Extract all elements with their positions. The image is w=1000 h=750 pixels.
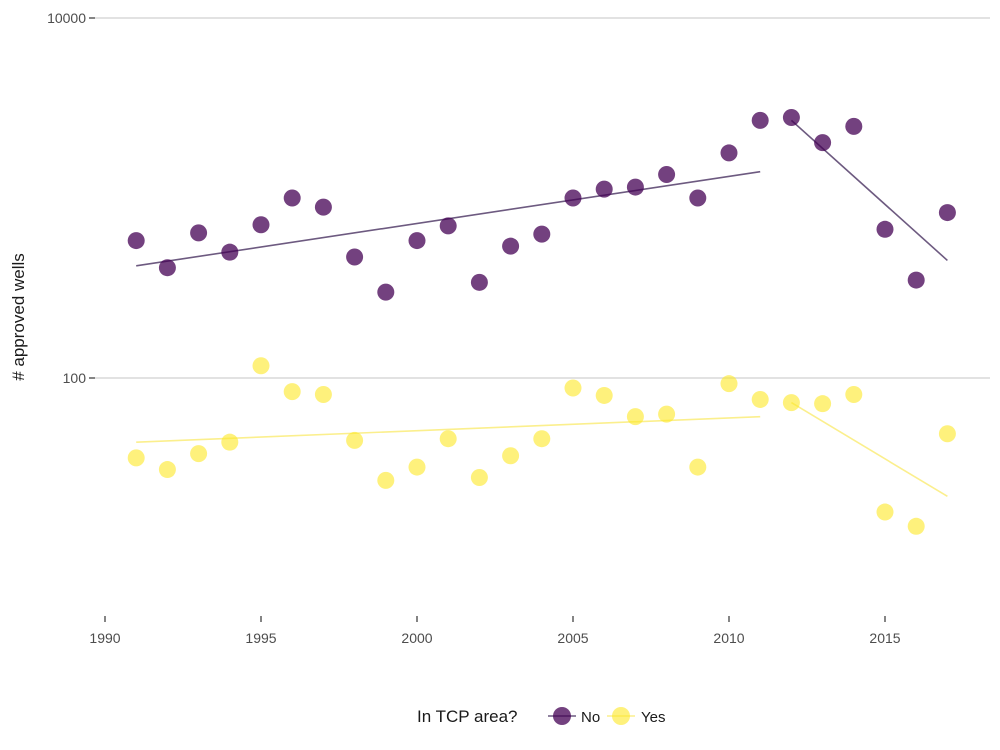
x-tick-label-2000: 2000 <box>401 630 432 646</box>
point-yes-1994 <box>221 433 239 451</box>
data-points <box>127 109 956 535</box>
point-yes-2011 <box>751 390 769 408</box>
grid <box>95 17 990 379</box>
point-yes-2014 <box>845 385 863 403</box>
x-tick-label-2010: 2010 <box>713 630 744 646</box>
y-tick-label-100: 100 <box>63 370 87 386</box>
point-no-1993 <box>190 224 208 242</box>
point-no-2001 <box>439 217 457 235</box>
point-yes-2001 <box>439 430 457 448</box>
y-axis-ticks: 100 10000 <box>47 10 95 386</box>
point-no-2013 <box>814 134 832 152</box>
point-yes-2005 <box>564 379 582 397</box>
trend-line-yes-1 <box>136 415 761 443</box>
point-yes-2015 <box>876 503 894 521</box>
point-no-1991 <box>127 232 145 250</box>
legend-key-no <box>548 707 576 725</box>
point-yes-2002 <box>470 469 488 487</box>
point-no-1998 <box>346 248 364 266</box>
point-no-2002 <box>470 273 488 291</box>
point-no-1994 <box>221 243 239 261</box>
y-axis-title: # approved wells <box>9 253 28 381</box>
point-yes-2013 <box>814 395 832 413</box>
point-yes-1998 <box>346 431 364 449</box>
legend-label-yes: Yes <box>641 709 665 726</box>
point-yes-2006 <box>595 386 613 404</box>
legend-label-no: No <box>581 709 600 726</box>
point-no-1992 <box>158 259 176 277</box>
point-yes-1995 <box>252 357 270 375</box>
point-no-1999 <box>377 283 395 301</box>
point-yes-1991 <box>127 449 145 467</box>
point-no-2011 <box>751 111 769 129</box>
trend-line-yes-2 <box>790 401 948 498</box>
point-no-2015 <box>876 220 894 238</box>
x-tick-label-2005: 2005 <box>557 630 588 646</box>
point-yes-2000 <box>408 458 426 476</box>
legend-key-no-marker <box>553 707 571 725</box>
x-tick-label-1995: 1995 <box>245 630 276 646</box>
legend-key-yes-marker <box>612 707 630 725</box>
point-yes-2008 <box>658 405 676 423</box>
point-yes-2017 <box>938 425 956 443</box>
point-no-1996 <box>283 189 301 207</box>
point-no-2010 <box>720 144 738 162</box>
x-tick-label-1990: 1990 <box>89 630 120 646</box>
legend-title: In TCP area? <box>417 707 518 726</box>
point-yes-2009 <box>689 458 707 476</box>
point-yes-1997 <box>314 385 332 403</box>
legend-key-yes <box>607 707 635 725</box>
x-tick-label-2015: 2015 <box>869 630 900 646</box>
legend: In TCP area? No Yes <box>417 707 665 726</box>
point-no-2008 <box>658 166 676 184</box>
point-yes-1993 <box>190 445 208 463</box>
point-yes-1996 <box>283 383 301 401</box>
point-no-2012 <box>782 109 800 127</box>
point-yes-2003 <box>502 447 520 465</box>
point-no-2009 <box>689 189 707 207</box>
point-no-2000 <box>408 232 426 250</box>
point-yes-2004 <box>533 430 551 448</box>
point-no-2004 <box>533 225 551 243</box>
point-no-2007 <box>626 178 644 196</box>
point-yes-2016 <box>907 517 925 535</box>
point-no-1997 <box>314 198 332 216</box>
point-yes-2012 <box>782 394 800 412</box>
point-no-2014 <box>845 117 863 135</box>
point-yes-1992 <box>158 461 176 479</box>
point-no-1995 <box>252 216 270 234</box>
y-tick-label-10000: 10000 <box>47 10 86 26</box>
point-no-2006 <box>595 180 613 198</box>
point-yes-1999 <box>377 471 395 489</box>
point-no-2003 <box>502 237 520 255</box>
point-no-2017 <box>938 204 956 222</box>
point-yes-2010 <box>720 375 738 393</box>
point-yes-2007 <box>626 408 644 426</box>
point-no-2005 <box>564 189 582 207</box>
point-no-2016 <box>907 271 925 289</box>
x-axis-ticks: 1990 1995 2000 2005 2010 2015 <box>89 616 901 646</box>
